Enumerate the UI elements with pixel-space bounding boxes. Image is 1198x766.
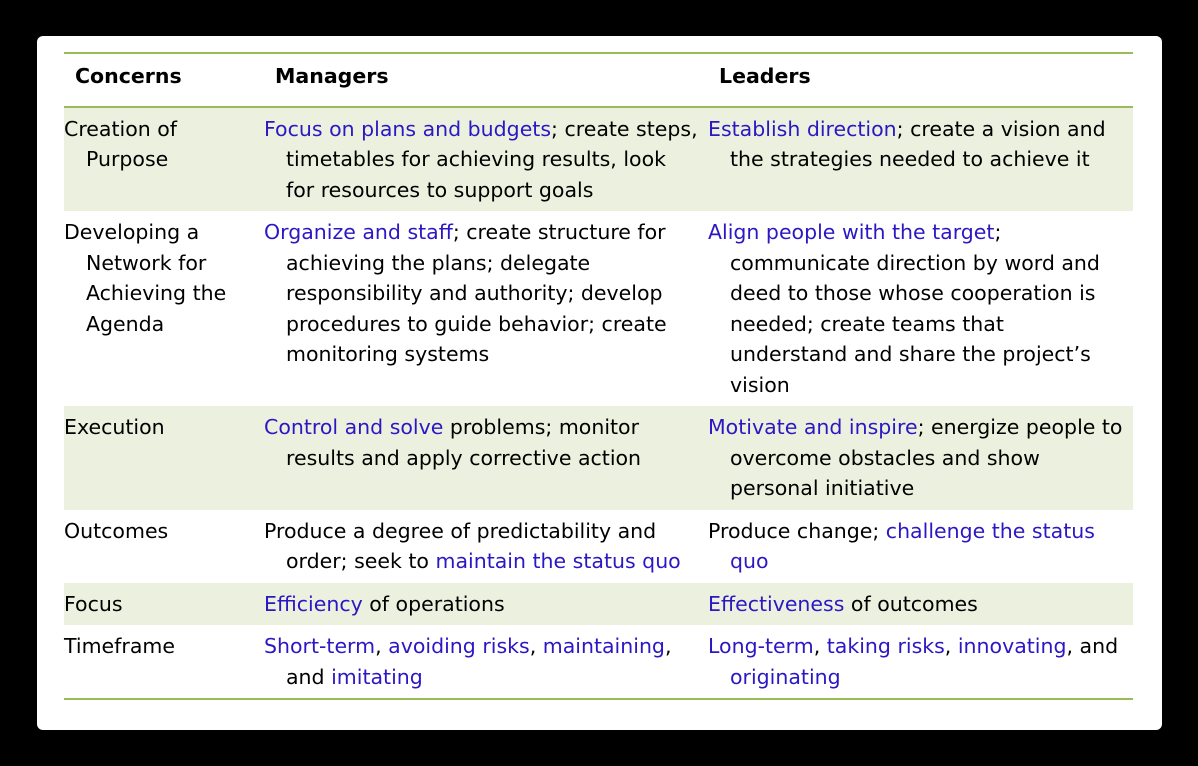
highlighted-text: maintaining [542, 634, 665, 658]
highlighted-text: imitating [331, 664, 423, 689]
leaders-cell: Long-term, taking risks, innovating, and… [708, 625, 1133, 699]
plain-text: Produce a degree of predictability and o… [264, 518, 657, 574]
highlighted-text: Organize and staff [264, 220, 453, 244]
concern-cell: Timeframe [64, 634, 175, 658]
plain-text: of operations [362, 591, 505, 616]
highlighted-text: Short-term [264, 634, 376, 658]
leaders-cell: Effectiveness of outcomes [708, 582, 1133, 625]
plain-text: of outcomes [844, 591, 978, 616]
plain-text: ; create structure for achieving the pla… [286, 220, 667, 366]
leaders-cell: Motivate and inspire; energize people to… [708, 406, 1133, 510]
plain-text: problems; monitor results and apply corr… [286, 415, 642, 470]
table-row: Creation of Purpose Focus on plans and bu… [64, 106, 1133, 211]
managers-vs-leaders-table: Concerns Managers Leaders Creation of Pu… [64, 52, 1133, 700]
header-concerns: Concerns [64, 53, 264, 108]
highlighted-text: Control and solve [264, 415, 444, 439]
table-row: Execution Control and solve problems; mon… [64, 406, 1133, 510]
concern-cell: Creation of Purpose [64, 106, 264, 211]
plain-text: , and [286, 634, 672, 689]
concern-cell: Execution [64, 406, 264, 510]
managers-cell: Focus on plans and budgets; create steps… [264, 106, 708, 211]
managers-cell: Efficiency of operations [264, 582, 708, 625]
managers-cell: Organize and staff; create structure for… [264, 211, 708, 406]
managers-cell: Short-term, avoiding risks, maintaining,… [264, 625, 708, 699]
plain-text: ; communicate direction by word and deed… [730, 220, 1100, 397]
concern-cell: Outcomes [64, 518, 169, 543]
table-row: Developing a Network for Achieving the A… [64, 211, 1133, 406]
concern-cell: Focus [64, 582, 264, 625]
plain-text: ; create steps, timetables for achieving… [286, 116, 698, 202]
highlighted-text: Focus on plans and budgets [264, 116, 552, 141]
leaders-cell: Align people with the target; communicat… [708, 211, 1133, 406]
managers-cell: Control and solve problems; monitor resu… [264, 406, 708, 510]
leaders-cell: Produce change; challenge the status quo [708, 510, 1133, 583]
highlighted-text: challenge the status quo [730, 518, 1095, 574]
highlighted-text: innovating [957, 634, 1067, 658]
plain-text: , [944, 634, 958, 658]
header-managers: Managers [264, 53, 708, 108]
header-leaders: Leaders [708, 53, 1133, 108]
plain-text: ; energize people to overcome obstacles … [730, 415, 1123, 500]
highlighted-text: Long-term [708, 634, 814, 658]
highlighted-text: maintain the status quo [435, 549, 681, 573]
plain-text: Produce change; [708, 518, 886, 543]
header-row: Concerns Managers Leaders [64, 53, 1133, 108]
plain-text: , and [1066, 634, 1119, 658]
highlighted-text: Motivate and inspire [708, 415, 918, 439]
highlighted-text: Align people with the target [708, 220, 995, 244]
highlighted-text: avoiding risks [388, 634, 530, 658]
managers-cell: Produce a degree of predictability and o… [264, 510, 708, 583]
table-row: Outcomes Produce a degree of predictabili… [64, 510, 1133, 583]
plain-text: , [813, 634, 827, 658]
highlighted-text: Effectiveness [708, 591, 845, 616]
leaders-cell: Establish direction; create a vision and… [708, 106, 1133, 211]
concern-cell: Developing a Network for Achieving the A… [64, 220, 227, 336]
table-body: Creation of Purpose Focus on plans and bu… [64, 106, 1133, 700]
highlighted-text: Establish direction [708, 116, 897, 141]
document-card: Concerns Managers Leaders Creation of Pu… [37, 36, 1162, 730]
plain-text: ; create a vision and the strategies nee… [730, 116, 1106, 172]
plain-text: , [375, 634, 389, 658]
highlighted-text: Efficiency [264, 591, 363, 616]
highlighted-text: originating [730, 664, 841, 689]
plain-text: , [529, 634, 543, 658]
table-row: Timeframe Short-term, avoiding risks, mai… [64, 625, 1133, 699]
table-row: Focus Efficiency of operations Effectivene… [64, 582, 1133, 625]
highlighted-text: taking risks [826, 634, 945, 658]
